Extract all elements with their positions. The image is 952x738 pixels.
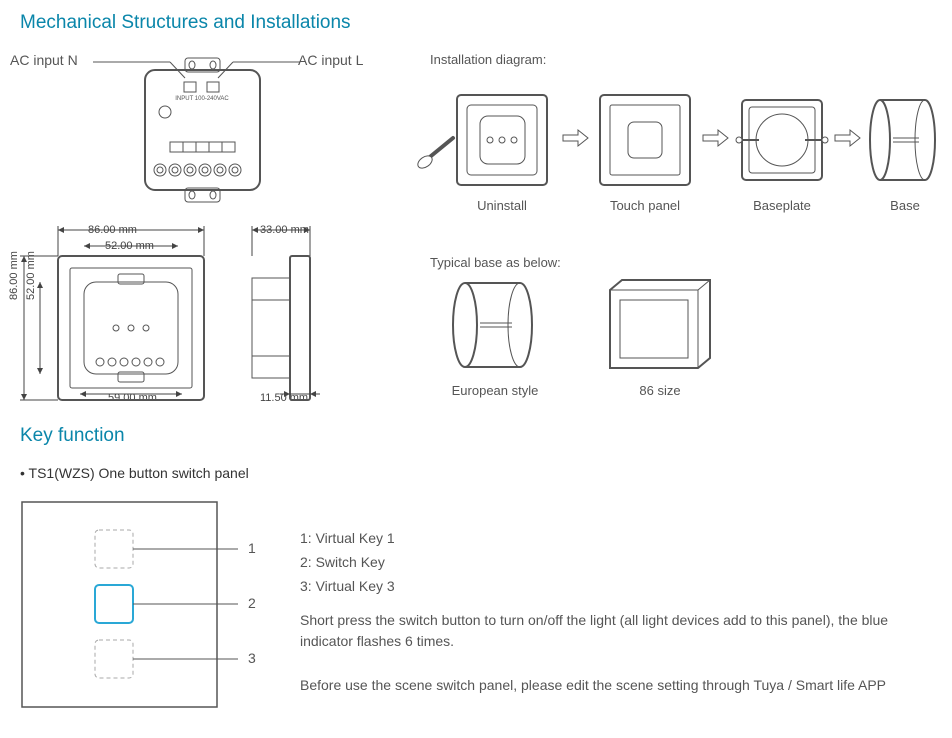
desc-1: Short press the switch button to turn on…	[300, 610, 940, 652]
svg-text:European style: European style	[452, 383, 539, 398]
key-num-2: 2	[248, 595, 256, 611]
installation-row: Uninstall Touch panel Baseplate	[415, 80, 945, 220]
svg-text:Uninstall: Uninstall	[477, 198, 527, 213]
heading-keyfunction: Key function	[20, 425, 125, 447]
label-ac-l: AC input L	[298, 52, 363, 68]
pcb-top-drawing: INPUT 100-240VAC	[100, 50, 300, 210]
key-num-1: 1	[248, 540, 256, 556]
legend-2: 2: Switch Key	[300, 554, 385, 570]
front-dim-drawing	[20, 222, 220, 407]
svg-text:86 size: 86 size	[639, 383, 680, 398]
heading-mechanical: Mechanical Structures and Installations	[20, 12, 351, 34]
svg-text:Touch panel: Touch panel	[610, 198, 680, 213]
key-num-3: 3	[248, 650, 256, 666]
svg-text:Base: Base	[890, 198, 920, 213]
side-dim-drawing	[250, 222, 330, 407]
label-typical-base: Typical base as below:	[430, 255, 561, 270]
label-model: • TS1(WZS) One button switch panel	[20, 465, 249, 481]
page: Mechanical Structures and Installations …	[0, 0, 952, 738]
legend-1: 1: Virtual Key 1	[300, 530, 395, 546]
label-installation: Installation diagram:	[430, 52, 546, 67]
label-ac-n: AC input N	[10, 52, 78, 68]
legend-3: 3: Virtual Key 3	[300, 578, 395, 594]
typical-bases: European style 86 size	[450, 275, 780, 410]
desc-2: Before use the scene switch panel, pleas…	[300, 675, 940, 696]
dim-h-outer: 86.00 mm	[8, 251, 20, 300]
svg-text:INPUT 100-240VAC: INPUT 100-240VAC	[175, 96, 229, 102]
svg-text:Baseplate: Baseplate	[753, 198, 811, 213]
key-panel-diagram	[20, 500, 270, 720]
